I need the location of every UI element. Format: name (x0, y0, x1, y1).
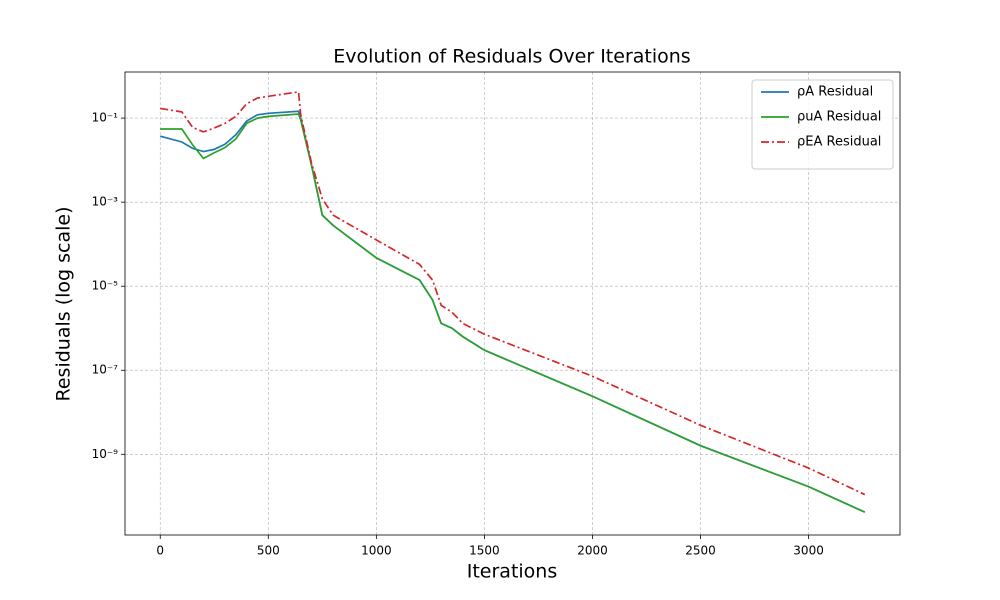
x-axis-label: Iterations (467, 561, 558, 583)
x-tick-label: 500 (257, 544, 280, 558)
legend-label: ρEA Residual (797, 135, 881, 150)
legend-label: ρA Residual (797, 85, 873, 100)
series-line (160, 113, 866, 513)
plot-frame (124, 71, 901, 536)
legend-label: ρuA Residual (797, 110, 881, 125)
x-tick-label: 2000 (577, 544, 608, 558)
x-tick-label: 1500 (469, 544, 500, 558)
y-tick-label: 10⁻⁹ (92, 447, 119, 461)
y-tick-label: 10⁻³ (92, 195, 119, 209)
chart-title: Evolution of Residuals Over Iterations (333, 46, 690, 68)
x-tick-label: 0 (156, 544, 164, 558)
y-tick-label: 10⁻⁵ (92, 279, 119, 293)
legend-box (751, 79, 894, 170)
y-axis-label: Residuals (log scale) (53, 207, 75, 402)
y-tick-label: 10⁻¹ (92, 111, 119, 125)
series-line (160, 110, 866, 513)
x-tick-label: 1000 (361, 544, 392, 558)
series-line (160, 90, 866, 496)
x-tick-label: 3000 (793, 544, 824, 558)
y-tick-label: 10⁻⁷ (92, 363, 119, 377)
x-tick-label: 2500 (685, 544, 716, 558)
